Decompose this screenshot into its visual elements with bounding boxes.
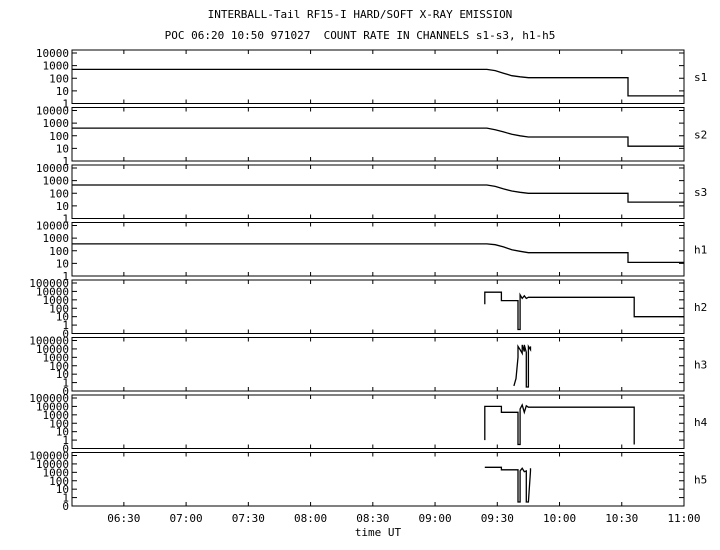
- channel-label-s2: s2: [694, 128, 707, 141]
- y-tick-label-s2: 100: [49, 130, 69, 143]
- y-tick-label-h2: 10: [56, 311, 69, 324]
- y-tick-label-s1: 1: [62, 98, 69, 111]
- chart-title: INTERBALL-Tail RF15-I HARD/SOFT X-RAY EM…: [207, 8, 513, 21]
- panel-frame-h4: [71, 394, 685, 449]
- y-tick-label-h3: 10000: [36, 343, 69, 356]
- x-tick-label: 09:30: [481, 512, 514, 525]
- y-tick-label-h1: 10000: [36, 220, 69, 233]
- y-tick-label-s2: 1: [62, 155, 69, 168]
- y-tick-label-h5: 100: [49, 475, 69, 488]
- y-tick-label-h3: 1000: [43, 351, 70, 364]
- x-tick-label: 07:30: [232, 512, 265, 525]
- panel-frame-s2: [71, 107, 685, 162]
- series-line-s2: [72, 127, 684, 147]
- panel-frame-h2: [71, 279, 685, 334]
- channel-label-s1: s1: [694, 71, 707, 84]
- x-tick-label: 10:00: [543, 512, 576, 525]
- y-tick-label-h1: 10: [56, 257, 69, 270]
- y-tick-label-s3: 1000: [43, 175, 70, 188]
- y-tick-label-s2: 10000: [36, 105, 69, 118]
- series-line-s1: [72, 68, 684, 97]
- y-tick-label-h2: 1000: [43, 294, 70, 307]
- panel-frame-s1: [71, 49, 685, 104]
- y-tick-label-h3: 10: [56, 368, 69, 381]
- y-tick-label-h3: 1: [62, 377, 69, 390]
- y-tick-label-h2: 10000: [36, 285, 69, 298]
- series-line-h4: [484, 403, 635, 446]
- y-tick-label-s3: 1: [62, 213, 69, 226]
- y-tick-label-h5: 10: [56, 483, 69, 496]
- channel-label-h4: h4: [694, 416, 708, 429]
- y-tick-label-h5: 1: [62, 492, 69, 505]
- channel-label-s3: s3: [694, 186, 707, 199]
- y-tick-label-h4: 0: [62, 443, 69, 456]
- y-tick-label-h5: 1000: [43, 466, 70, 479]
- series-line-h2: [484, 291, 684, 331]
- chart-subtitle: POC 06:20 10:50 971027 COUNT RATE IN CHA…: [164, 29, 556, 42]
- y-tick-label-s3: 100: [49, 187, 69, 200]
- y-tick-label-h2: 0: [62, 328, 69, 341]
- y-tick-label-s2: 1000: [43, 117, 70, 130]
- channel-label-h1: h1: [694, 243, 707, 256]
- series-line-h5: [484, 466, 532, 503]
- panel-frame-s3: [71, 164, 685, 219]
- y-tick-label-h3: 100000: [29, 335, 69, 348]
- y-tick-label-s2: 10: [56, 142, 69, 155]
- channel-label-h3: h3: [694, 358, 707, 371]
- series-line-h3: [513, 344, 532, 388]
- y-tick-label-s3: 10: [56, 200, 69, 213]
- y-tick-label-h4: 1000: [43, 409, 70, 422]
- channel-label-h5: h5: [694, 473, 707, 486]
- y-tick-label-s1: 1000: [43, 60, 70, 73]
- x-tick-label: 08:30: [356, 512, 389, 525]
- panel-frame-h5: [71, 452, 685, 507]
- y-tick-label-h2: 100: [49, 302, 69, 315]
- y-tick-label-h3: 0: [62, 385, 69, 398]
- y-tick-label-h1: 100: [49, 245, 69, 258]
- y-tick-label-h4: 100000: [29, 392, 69, 405]
- y-tick-label-h4: 100: [49, 417, 69, 430]
- panel-frame-h3: [71, 337, 685, 392]
- panel-frame-h1: [71, 222, 685, 277]
- y-tick-label-h1: 1: [62, 270, 69, 283]
- y-tick-label-s1: 10: [56, 85, 69, 98]
- y-tick-label-s1: 100: [49, 72, 69, 85]
- series-line-s3: [72, 184, 684, 203]
- y-tick-label-h4: 1: [62, 434, 69, 447]
- y-tick-label-h2: 1: [62, 319, 69, 332]
- x-tick-label: 08:00: [294, 512, 327, 525]
- y-tick-label-h1: 1000: [43, 232, 70, 245]
- y-tick-label-s3: 10000: [36, 162, 69, 175]
- y-tick-label-h5: 100000: [29, 450, 69, 463]
- y-tick-label-h2: 100000: [29, 277, 69, 290]
- y-tick-label-h4: 10000: [36, 400, 69, 413]
- y-tick-label-s1: 10000: [36, 47, 69, 60]
- y-tick-label-h3: 100: [49, 360, 69, 373]
- y-tick-label-h5: 10000: [36, 458, 69, 471]
- y-tick-label-h5: 0: [62, 500, 69, 513]
- x-tick-label: 07:00: [170, 512, 203, 525]
- x-axis-label: time UT: [355, 526, 402, 539]
- x-tick-label: 11:00: [667, 512, 700, 525]
- x-tick-label: 09:00: [418, 512, 451, 525]
- x-tick-label: 06:30: [107, 512, 140, 525]
- y-tick-label-h4: 10: [56, 426, 69, 439]
- series-line-h1: [72, 243, 684, 264]
- channel-label-h2: h2: [694, 301, 707, 314]
- x-tick-label: 10:30: [605, 512, 638, 525]
